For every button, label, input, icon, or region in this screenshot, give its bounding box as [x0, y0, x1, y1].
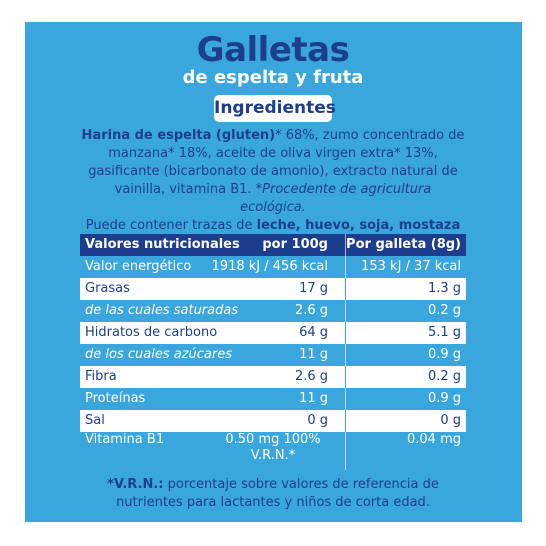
ingredient-text: Harina de espelta (gluten) [81, 128, 276, 143]
nutrition-table: Valores nutricionales por 100g Por galleta… [80, 234, 466, 470]
table-cell: de las cuales saturadas [85, 303, 239, 318]
table-row: Fibra 2.6 g 0.2 g [80, 366, 466, 388]
table-cell: 17 g [299, 281, 328, 296]
section-heading: Ingredientes [214, 95, 336, 122]
table-cell: 0 g [307, 413, 328, 428]
table-cell: Por galleta (8g) [346, 237, 461, 252]
column-separator [345, 300, 346, 322]
table-cell: 0.50 mg 100% V.R.N.* [225, 432, 321, 463]
footnote: *V.R.N.: porcentaje sobre valores de ref… [90, 476, 456, 512]
table-row: Hidratos de carbono 64 g 5.1 g [80, 322, 466, 344]
table-cell: 2.6 g [294, 369, 328, 384]
table-cell: Vitamina B1 [85, 432, 165, 447]
table-cell: 0.04 mg [407, 432, 461, 447]
table-cell: Valor energético [85, 259, 192, 274]
subtitle: de espelta y fruta [182, 67, 364, 88]
column-separator [345, 234, 346, 256]
table-cell: Valores nutricionales [85, 237, 240, 252]
table-row: de los cuales azúcares 11 g 0.9 g [80, 344, 466, 366]
table-cell: Hidratos de carbono [85, 325, 218, 340]
table-cell: 5.1 g [427, 325, 461, 340]
table-cell: 0.2 g [427, 303, 461, 318]
ingredient-note: *Procedente de agricultura ecológica. [240, 182, 432, 215]
table-cell: de los cuales azúcares [85, 347, 232, 362]
column-separator [345, 410, 346, 432]
table-cell: 0.2 g [427, 369, 461, 384]
table-row: Proteínas 11 g 0.9 g [80, 388, 466, 410]
table-cell: 11 g [299, 391, 328, 406]
column-separator [345, 366, 346, 388]
table-cell: 1.3 g [427, 281, 461, 296]
column-separator [345, 344, 346, 366]
table-cell: 2.6 g [294, 303, 328, 318]
table-cell: Grasas [85, 281, 130, 296]
table-cell: Proteínas [85, 391, 146, 406]
table-cell: 64 g [299, 325, 328, 340]
table-row: Grasas 17 g 1.3 g [80, 278, 466, 300]
column-separator [345, 256, 346, 278]
column-separator [345, 322, 346, 344]
table-row: Valores nutricionales por 100g Por galleta… [80, 234, 466, 256]
table-cell: 11 g [299, 347, 328, 362]
table-row: Sal 0 g 0 g [80, 410, 466, 432]
column-separator [345, 278, 346, 300]
table-cell: 0 g [440, 413, 461, 428]
table-cell: 0.9 g [427, 347, 461, 362]
column-separator [345, 388, 346, 410]
title: Galletas [196, 30, 350, 70]
table-cell: por 100g [262, 237, 328, 252]
table-row: Vitamina B1 0.50 mg 100% V.R.N.* 0.04 mg [80, 432, 466, 470]
table-cell: Sal [85, 413, 105, 428]
footnote-term: *V.R.N.: [107, 477, 164, 492]
table-cell: Fibra [85, 369, 117, 384]
table-row: Valor energético 1918 kJ / 456 kcal 153 kJ… [80, 256, 466, 278]
footnote-text: porcentaje sobre valores de referencia d… [116, 477, 439, 510]
allergen-text: Puede contener trazas de [85, 218, 257, 233]
table-cell: 0.9 g [427, 391, 461, 406]
ingredient-text: * 68%, zumo concentrado de manzana* 18%,… [88, 128, 465, 197]
ingredients: Harina de espelta (gluten)* 68%, zumo co… [80, 127, 466, 253]
table-cell: 153 kJ / 37 kcal [361, 259, 461, 274]
column-separator [345, 432, 346, 470]
table-row: de las cuales saturadas 2.6 g 0.2 g [80, 300, 466, 322]
table-cell: 1918 kJ / 456 kcal [211, 259, 328, 274]
